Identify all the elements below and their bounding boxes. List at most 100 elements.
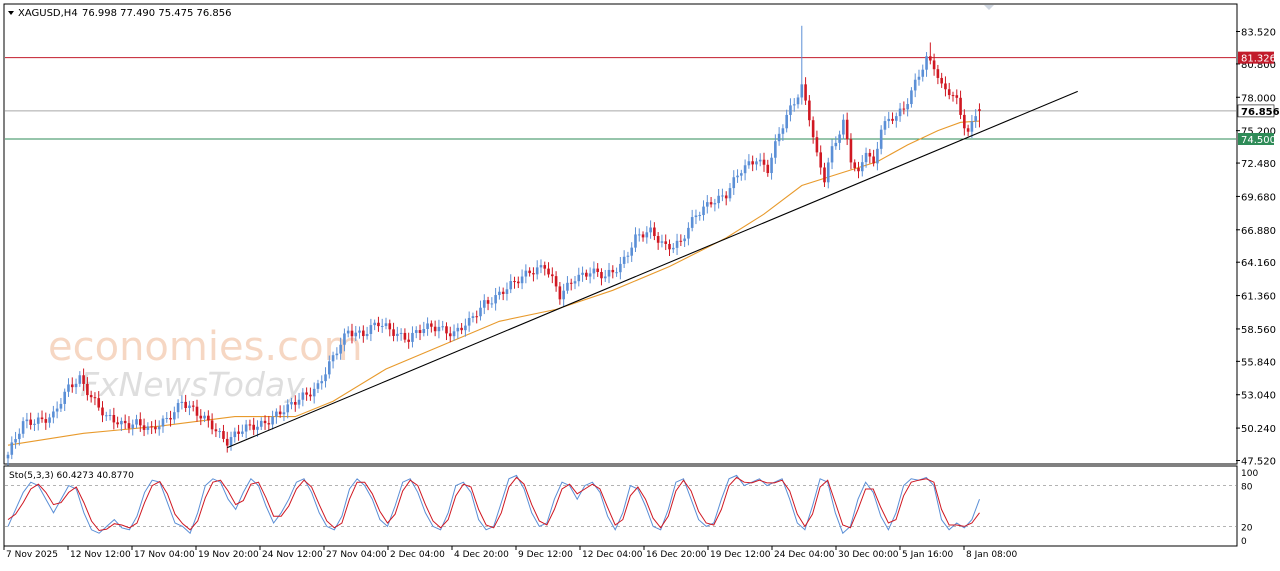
candle-body (777, 133, 781, 142)
time-tick-label: 12 Dec 04:00 (582, 550, 643, 560)
candle-body (225, 438, 229, 446)
candle-body (422, 329, 426, 334)
price-axis: 83.520 80.800 78.000 75.200 72.480 69.680 66.8… (1236, 28, 1280, 468)
candle-body (588, 273, 592, 277)
candle-body (724, 195, 728, 199)
watermark-line1: economies.com (48, 324, 363, 370)
candle-body (811, 120, 815, 138)
candle-body (316, 383, 320, 389)
candle-body (804, 84, 807, 101)
price-tick-label: 61.360 (1241, 292, 1276, 303)
candle-body (607, 269, 611, 277)
stochastic-oscillator (5, 474, 1236, 535)
price-tick-label: 64.160 (1241, 258, 1276, 269)
candle-body (195, 406, 199, 416)
candle-body (108, 414, 112, 416)
ascending-trendline[interactable] (227, 90, 1078, 449)
candle-body (592, 268, 596, 274)
moving-average-line (7, 120, 980, 446)
candle-body (324, 374, 327, 382)
candle-body (380, 325, 384, 327)
shift-marker-icon[interactable] (984, 5, 994, 10)
candle-body (430, 323, 433, 327)
time-axis: 7 Nov 2025 12 Nov 12:00 17 Nov 04:00 19 Nov… (3, 546, 1018, 560)
candle-body (581, 272, 584, 275)
candle-body (297, 399, 301, 405)
candle-body (146, 426, 150, 430)
candle-body (558, 286, 562, 300)
candle-body (203, 415, 206, 419)
trendline[interactable] (227, 90, 1078, 449)
price-tick-label: 78.000 (1241, 93, 1276, 104)
candle-body (199, 415, 203, 419)
candles (6, 25, 981, 466)
candle-body (762, 159, 766, 165)
candle-body (959, 97, 962, 115)
time-tick-label: 12 Nov 12:00 (70, 550, 131, 560)
candle-body (683, 238, 686, 242)
candle-body (377, 322, 380, 327)
candle-body (290, 402, 293, 405)
candle-body (67, 384, 70, 392)
candle-body (188, 405, 191, 408)
candle-body (335, 353, 339, 356)
candle-body (656, 236, 660, 243)
candle-body (679, 240, 683, 242)
candle-body (554, 276, 558, 287)
candle-body (838, 134, 841, 143)
candle-body (970, 121, 974, 132)
candle-body (774, 141, 777, 158)
candle-body (18, 433, 21, 440)
triangle-down-icon[interactable] (8, 11, 14, 15)
candle-body (944, 83, 947, 90)
candle-body (173, 412, 176, 420)
candle-body (671, 247, 675, 250)
candle-body (796, 97, 800, 105)
candle-body (619, 263, 622, 273)
candle-body (86, 383, 89, 396)
candle-body (891, 118, 894, 121)
candle-body (248, 424, 252, 426)
candle-body (913, 79, 917, 91)
candle-body (637, 234, 641, 236)
candle-body (634, 234, 637, 248)
candle-body (785, 114, 788, 129)
time-tick-label: 30 Dec 00:00 (838, 550, 899, 560)
candle-body (169, 417, 172, 420)
candle-body (89, 395, 93, 398)
candle-body (150, 426, 153, 428)
candle-body (70, 384, 74, 388)
stoch-axis: 100 80 20 0 (1241, 469, 1258, 547)
candle-body (10, 442, 14, 455)
candle-body (687, 227, 690, 239)
candle-body (464, 325, 467, 331)
candle-body (414, 330, 418, 333)
candle-body (93, 397, 97, 399)
candle-body (403, 332, 407, 340)
candle-body (520, 276, 524, 284)
candle-body (486, 300, 490, 304)
candle-body (293, 402, 297, 405)
candle-body (369, 325, 373, 334)
candle-body (864, 152, 868, 163)
candle-body (501, 291, 505, 294)
candle-body (577, 274, 581, 282)
price-tick-label: 80.800 (1241, 60, 1276, 71)
candle-body (263, 420, 267, 424)
candle-body (978, 109, 981, 111)
candle-body (728, 188, 732, 199)
candle-body (947, 89, 951, 96)
candle-body (441, 326, 444, 328)
price-tick-label: 72.480 (1241, 159, 1276, 170)
candle-body (717, 195, 720, 204)
time-tick-label: 16 Dec 20:00 (646, 550, 707, 560)
watermark-line2: FxNewsToday (80, 365, 305, 404)
candle-body (362, 330, 365, 337)
candle-body (585, 272, 588, 277)
candle-body (808, 100, 811, 121)
price-tick-label: 69.680 (1241, 192, 1276, 203)
candle-body (853, 162, 857, 169)
time-tick-label: 7 Nov 2025 (6, 550, 58, 560)
